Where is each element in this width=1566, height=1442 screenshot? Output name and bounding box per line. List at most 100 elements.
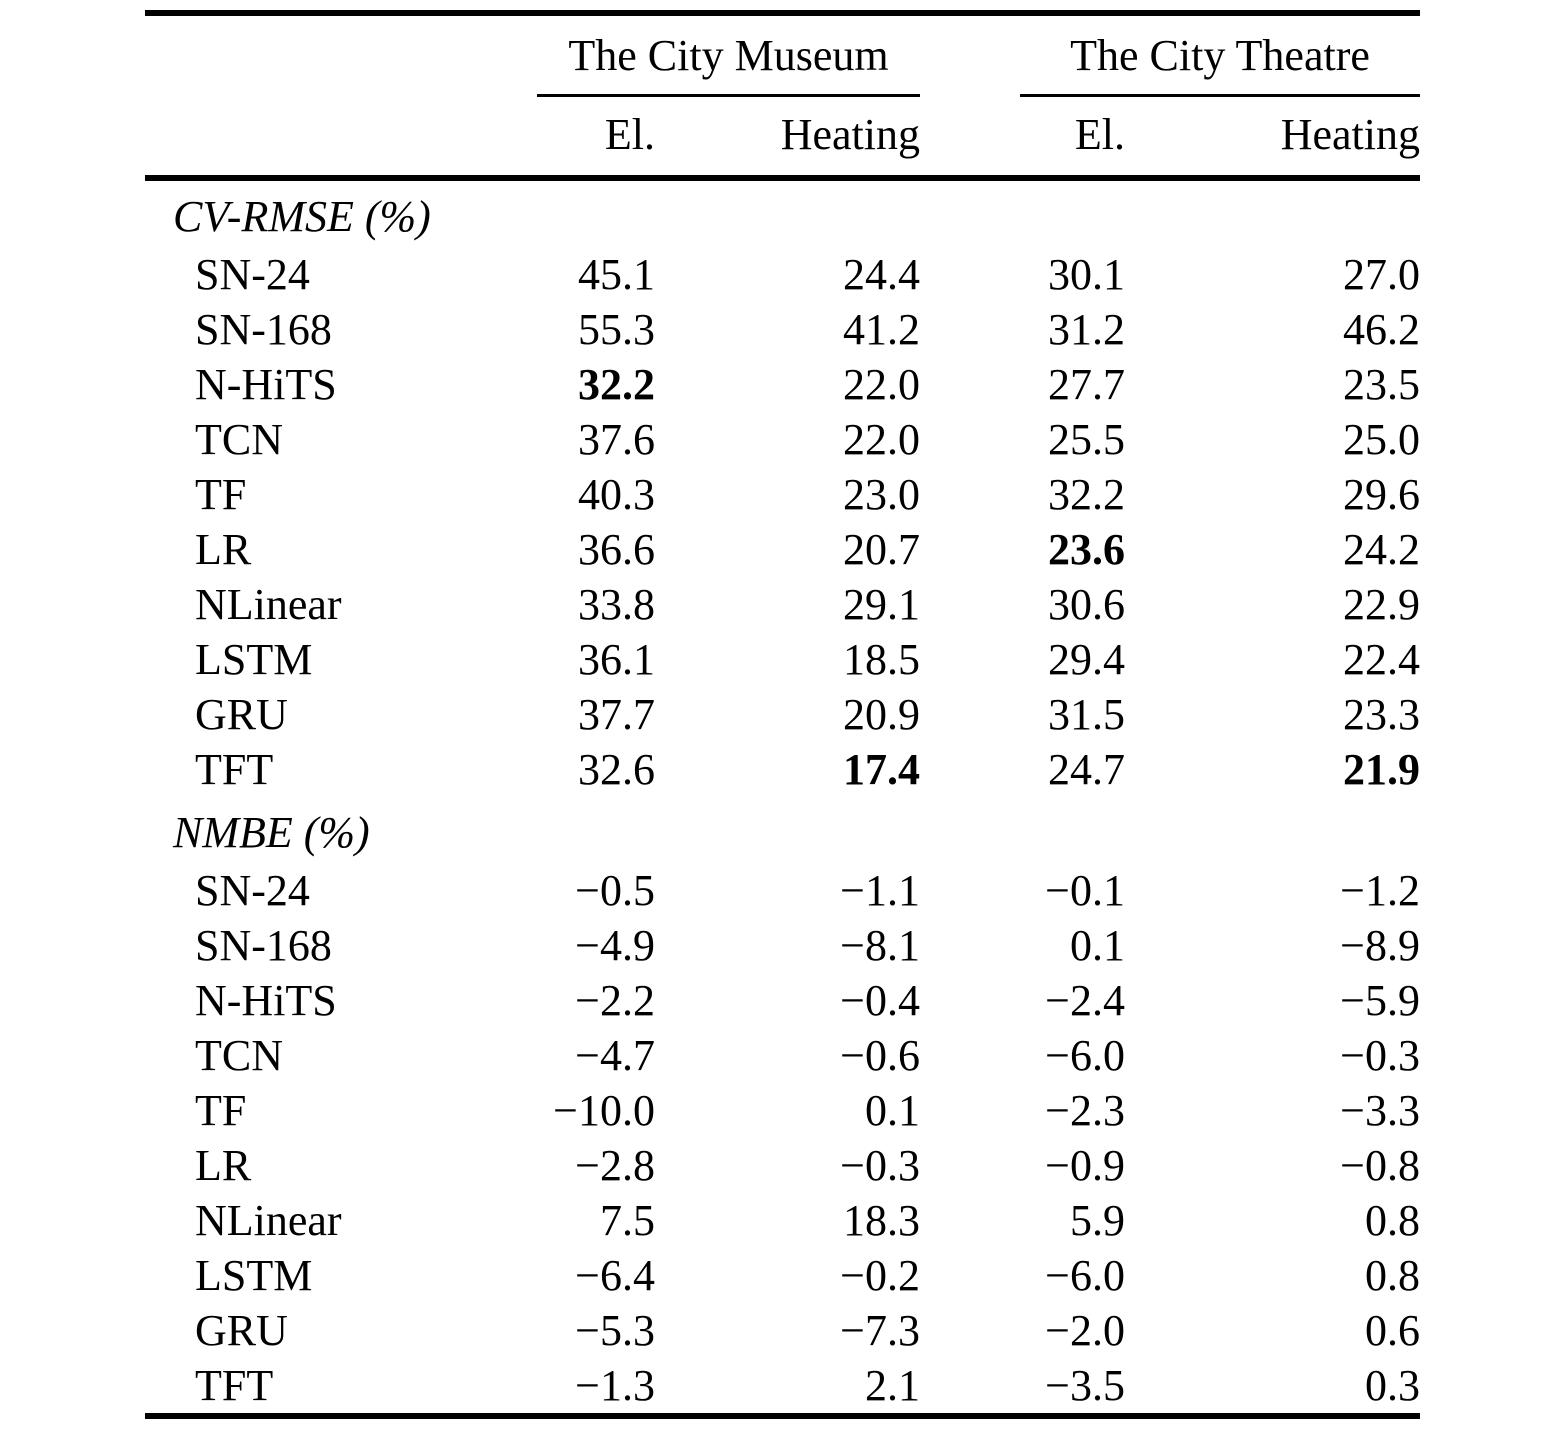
- value-cell: 36.1: [578, 635, 655, 684]
- row-label: LSTM: [195, 1251, 313, 1300]
- row-label: N-HiTS: [195, 976, 337, 1025]
- value-cell: −0.8: [1340, 1141, 1420, 1190]
- value-cell: 29.6: [1343, 470, 1420, 519]
- value-cell: −6.4: [575, 1251, 655, 1300]
- value-cell: −0.6: [840, 1031, 920, 1080]
- value-cell: 32.6: [578, 745, 655, 794]
- value-cell: 25.0: [1343, 415, 1420, 464]
- col-header-theatre-heating: Heating: [1125, 97, 1420, 181]
- value-cell: 24.2: [1343, 525, 1420, 574]
- row-label: TFT: [195, 745, 274, 794]
- value-cell: −1.2: [1340, 866, 1420, 915]
- table-row: LR −2.8 −0.3 −0.9 −0.8: [145, 1138, 1420, 1193]
- subheader-row: El. Heating El. Heating: [145, 97, 1420, 181]
- group-cell-theatre: The City Theatre: [920, 13, 1420, 97]
- value-cell: 20.9: [843, 690, 920, 739]
- value-cell: 0.1: [1070, 921, 1125, 970]
- value-cell: 0.8: [1365, 1196, 1420, 1245]
- table-row: LSTM 36.1 18.5 29.4 22.4: [145, 632, 1420, 687]
- value-cell: 55.3: [578, 305, 655, 354]
- value-cell: −4.9: [575, 921, 655, 970]
- value-cell: 29.4: [1048, 635, 1125, 684]
- value-cell: −8.1: [840, 921, 920, 970]
- group-cell-museum: The City Museum: [475, 13, 920, 97]
- value-cell: −5.3: [575, 1306, 655, 1355]
- section-label-cvrmse: CV-RMSE (%): [173, 192, 431, 241]
- table-row: GRU 37.7 20.9 31.5 23.3: [145, 687, 1420, 742]
- value-cell: 36.6: [578, 525, 655, 574]
- value-cell: −0.3: [840, 1141, 920, 1190]
- results-table: The City Museum The City Theatre El. Hea…: [145, 10, 1420, 1419]
- table-row: SN-24 45.1 24.4 30.1 27.0: [145, 247, 1420, 302]
- value-cell: −2.0: [1045, 1306, 1125, 1355]
- value-cell: 23.5: [1343, 360, 1420, 409]
- value-cell: 0.1: [865, 1086, 920, 1135]
- value-cell: 22.0: [843, 415, 920, 464]
- value-cell: 32.2: [578, 360, 655, 409]
- value-cell: 31.5: [1048, 690, 1125, 739]
- table-row: SN-168 55.3 41.2 31.2 46.2: [145, 302, 1420, 357]
- table-row: LR 36.6 20.7 23.6 24.2: [145, 522, 1420, 577]
- row-label: TCN: [195, 415, 283, 464]
- section-header-row: CV-RMSE (%): [145, 178, 1420, 247]
- value-cell: 41.2: [843, 305, 920, 354]
- value-cell: 18.3: [843, 1196, 920, 1245]
- table-row: TF 40.3 23.0 32.2 29.6: [145, 467, 1420, 522]
- row-label: SN-24: [195, 250, 310, 299]
- value-cell: −0.2: [840, 1251, 920, 1300]
- table-row: SN-168 −4.9 −8.1 0.1 −8.9: [145, 918, 1420, 973]
- value-cell: 27.7: [1048, 360, 1125, 409]
- table-row: NLinear 33.8 29.1 30.6 22.9: [145, 577, 1420, 632]
- group-label-museum: The City Museum: [537, 30, 920, 97]
- value-cell: 30.6: [1048, 580, 1125, 629]
- row-label: TCN: [195, 1031, 283, 1080]
- value-cell: 27.0: [1343, 250, 1420, 299]
- value-cell: −1.1: [840, 866, 920, 915]
- value-cell: 24.7: [1048, 745, 1125, 794]
- table-row: N-HiTS −2.2 −0.4 −2.4 −5.9: [145, 973, 1420, 1028]
- value-cell: −2.4: [1045, 976, 1125, 1025]
- table-row: N-HiTS 32.2 22.0 27.7 23.5: [145, 357, 1420, 412]
- value-cell: 32.2: [1048, 470, 1125, 519]
- value-cell: 20.7: [843, 525, 920, 574]
- value-cell: −0.5: [575, 866, 655, 915]
- row-label: LR: [195, 1141, 252, 1190]
- value-cell: 29.1: [843, 580, 920, 629]
- table-row: TCN −4.7 −0.6 −6.0 −0.3: [145, 1028, 1420, 1083]
- table-row: TF −10.0 0.1 −2.3 −3.3: [145, 1083, 1420, 1138]
- table-row: TFT 32.6 17.4 24.7 21.9: [145, 742, 1420, 797]
- value-cell: 37.6: [578, 415, 655, 464]
- col-header-museum-heating: Heating: [655, 97, 920, 181]
- value-cell: −0.1: [1045, 866, 1125, 915]
- value-cell: 22.9: [1343, 580, 1420, 629]
- row-label: N-HiTS: [195, 360, 337, 409]
- section-header-row: NMBE (%): [145, 797, 1420, 863]
- value-cell: 25.5: [1048, 415, 1125, 464]
- value-cell: 33.8: [578, 580, 655, 629]
- value-cell: 0.6: [1365, 1306, 1420, 1355]
- table-row: LSTM −6.4 −0.2 −6.0 0.8: [145, 1248, 1420, 1303]
- group-header-row: The City Museum The City Theatre: [145, 13, 1420, 97]
- value-cell: 2.1: [865, 1361, 920, 1410]
- value-cell: −0.3: [1340, 1031, 1420, 1080]
- value-cell: −3.5: [1045, 1361, 1125, 1410]
- section-label-nmbe: NMBE (%): [173, 808, 370, 857]
- table-row: GRU −5.3 −7.3 −2.0 0.6: [145, 1303, 1420, 1358]
- row-label: TF: [195, 1086, 247, 1135]
- value-cell: 17.4: [843, 745, 920, 794]
- row-label: LR: [195, 525, 252, 574]
- value-cell: −5.9: [1340, 976, 1420, 1025]
- value-cell: 18.5: [843, 635, 920, 684]
- value-cell: 0.3: [1365, 1361, 1420, 1410]
- value-cell: −7.3: [840, 1306, 920, 1355]
- value-cell: 23.6: [1048, 525, 1125, 574]
- row-label: NLinear: [195, 580, 342, 629]
- row-label: TF: [195, 470, 247, 519]
- value-cell: 46.2: [1343, 305, 1420, 354]
- value-cell: 45.1: [578, 250, 655, 299]
- table-row: SN-24 −0.5 −1.1 −0.1 −1.2: [145, 863, 1420, 918]
- col-header-museum-el: El.: [475, 97, 655, 181]
- value-cell: −1.3: [575, 1361, 655, 1410]
- table-row: TCN 37.6 22.0 25.5 25.0: [145, 412, 1420, 467]
